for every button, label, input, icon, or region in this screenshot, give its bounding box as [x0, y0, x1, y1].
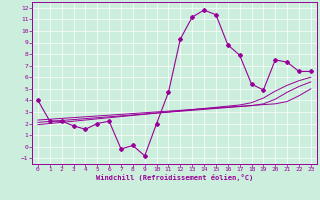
X-axis label: Windchill (Refroidissement éolien,°C): Windchill (Refroidissement éolien,°C) — [96, 174, 253, 181]
